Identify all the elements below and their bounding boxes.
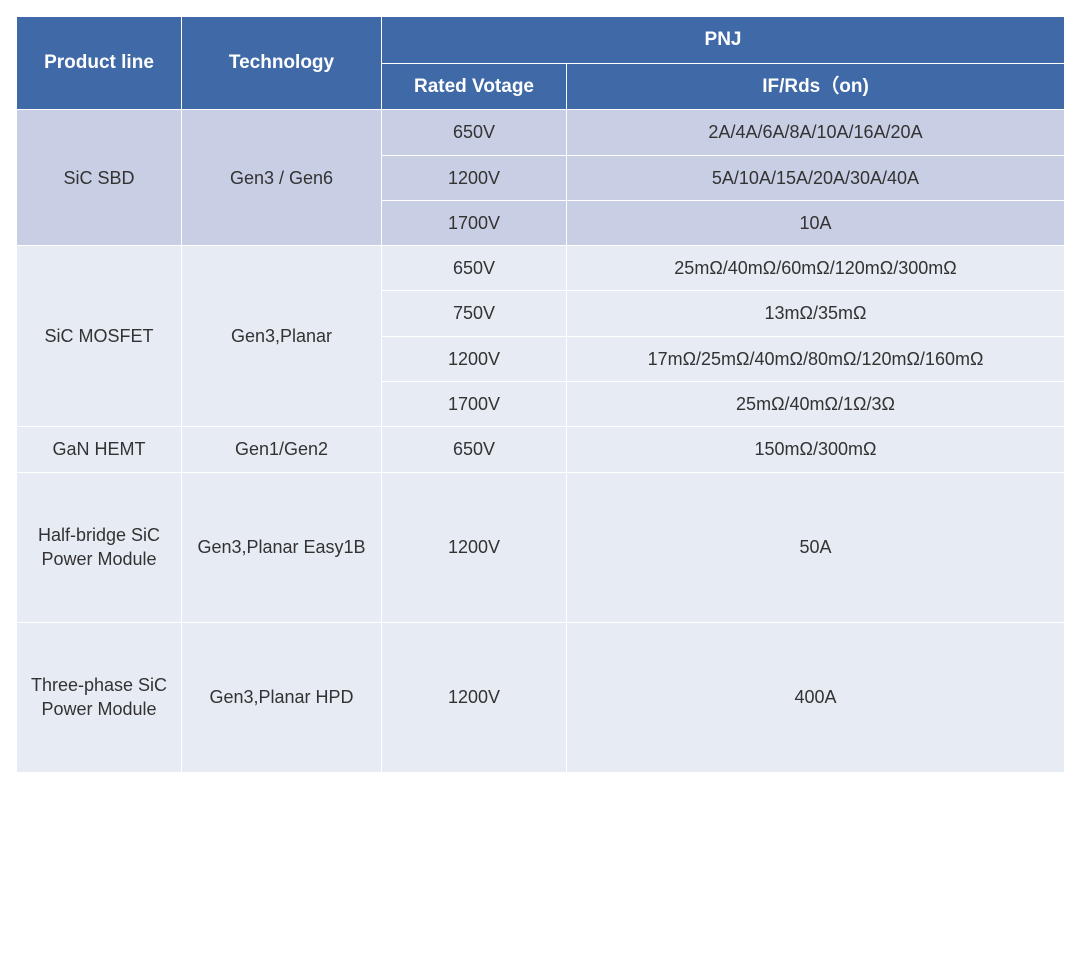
cell-product-line: SiC SBD	[17, 110, 182, 246]
cell-product-line: GaN HEMT	[17, 427, 182, 472]
cell-technology: Gen1/Gen2	[182, 427, 382, 472]
cell-if-rds: 150mΩ/300mΩ	[567, 427, 1065, 472]
table-header: Product line Technology PNJ Rated Votage…	[17, 17, 1065, 110]
cell-product-line: Three-phase SiC Power Module	[17, 622, 182, 772]
cell-rated-voltage: 1700V	[382, 200, 567, 245]
cell-rated-voltage: 1200V	[382, 622, 567, 772]
table-row: GaN HEMTGen1/Gen2650V150mΩ/300mΩ	[17, 427, 1065, 472]
cell-if-rds: 2A/4A/6A/8A/10A/16A/20A	[567, 110, 1065, 155]
table-body: SiC SBDGen3 / Gen6650V2A/4A/6A/8A/10A/16…	[17, 110, 1065, 772]
cell-technology: Gen3 / Gen6	[182, 110, 382, 246]
cell-rated-voltage: 650V	[382, 246, 567, 291]
col-header-rated-voltage: Rated Votage	[382, 63, 567, 110]
product-spec-table: Product line Technology PNJ Rated Votage…	[16, 16, 1065, 773]
cell-rated-voltage: 1700V	[382, 382, 567, 427]
cell-rated-voltage: 650V	[382, 427, 567, 472]
table-row: SiC MOSFETGen3,Planar650V25mΩ/40mΩ/60mΩ/…	[17, 246, 1065, 291]
table-row: Half-bridge SiC Power ModuleGen3,Planar …	[17, 472, 1065, 622]
cell-if-rds: 10A	[567, 200, 1065, 245]
cell-if-rds: 5A/10A/15A/20A/30A/40A	[567, 155, 1065, 200]
col-header-if-rds-on: IF/Rds（on)	[567, 63, 1065, 110]
cell-technology: Gen3,Planar HPD	[182, 622, 382, 772]
cell-rated-voltage: 1200V	[382, 336, 567, 381]
table-row: Three-phase SiC Power ModuleGen3,Planar …	[17, 622, 1065, 772]
cell-if-rds: 50A	[567, 472, 1065, 622]
table-row: SiC SBDGen3 / Gen6650V2A/4A/6A/8A/10A/16…	[17, 110, 1065, 155]
col-header-pnj: PNJ	[382, 17, 1065, 64]
cell-if-rds: 17mΩ/25mΩ/40mΩ/80mΩ/120mΩ/160mΩ	[567, 336, 1065, 381]
cell-if-rds: 13mΩ/35mΩ	[567, 291, 1065, 336]
cell-if-rds: 25mΩ/40mΩ/60mΩ/120mΩ/300mΩ	[567, 246, 1065, 291]
cell-if-rds: 25mΩ/40mΩ/1Ω/3Ω	[567, 382, 1065, 427]
cell-technology: Gen3,Planar	[182, 246, 382, 427]
cell-technology: Gen3,Planar Easy1B	[182, 472, 382, 622]
cell-product-line: SiC MOSFET	[17, 246, 182, 427]
cell-rated-voltage: 1200V	[382, 472, 567, 622]
col-header-product-line: Product line	[17, 17, 182, 110]
cell-rated-voltage: 650V	[382, 110, 567, 155]
cell-rated-voltage: 1200V	[382, 155, 567, 200]
cell-if-rds: 400A	[567, 622, 1065, 772]
col-header-technology: Technology	[182, 17, 382, 110]
cell-rated-voltage: 750V	[382, 291, 567, 336]
cell-product-line: Half-bridge SiC Power Module	[17, 472, 182, 622]
